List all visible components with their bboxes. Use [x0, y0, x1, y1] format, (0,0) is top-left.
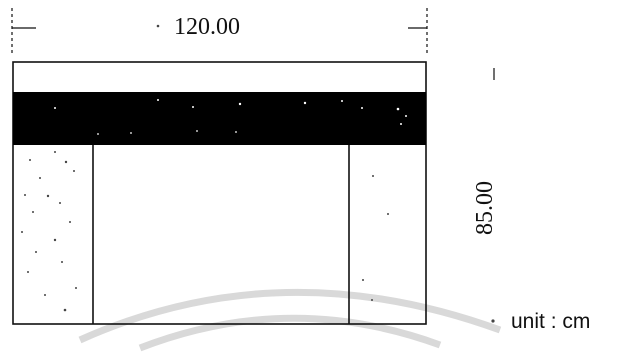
watermark-arc-inner — [138, 314, 442, 352]
band-texture — [54, 99, 407, 135]
outer-frame — [12, 61, 427, 325]
unit-note: unit : cm — [491, 310, 590, 333]
height-dimension: 85.00 — [472, 68, 498, 235]
width-dimension: 120.00 — [11, 8, 428, 55]
width-dimension-dot — [156, 24, 160, 28]
watermark-arc-outer — [78, 288, 502, 344]
left-panel-texture — [21, 151, 77, 312]
object-outline — [12, 61, 427, 325]
watermark-arcs — [78, 288, 502, 352]
height-label: 85.00 — [472, 181, 498, 235]
width-label: 120.00 — [174, 14, 240, 40]
unit-bullet — [491, 319, 495, 323]
right-panel-texture — [362, 175, 389, 301]
unit-label: unit : cm — [511, 310, 590, 333]
dark-band — [13, 92, 426, 145]
